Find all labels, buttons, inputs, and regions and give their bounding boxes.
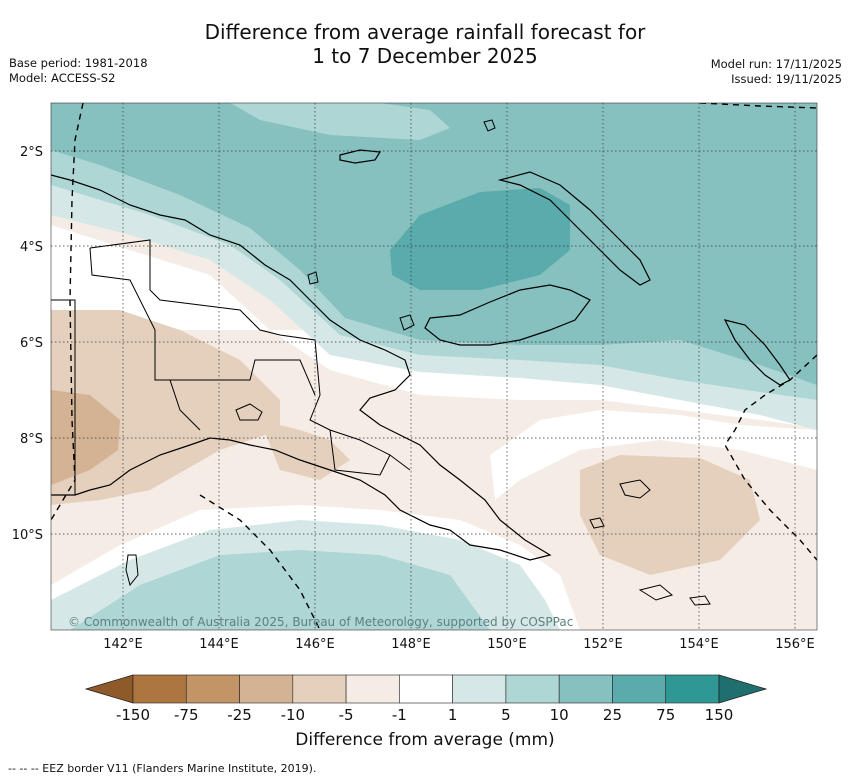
colorbar-bin (612, 674, 667, 704)
eez-border-east (724, 354, 817, 561)
copyright-text: © Commonwealth of Australia 2025, Bureau… (68, 615, 573, 629)
island-small-north (483, 119, 496, 132)
lon-label: 146°E (295, 637, 335, 652)
province-borders-1 (89, 239, 411, 471)
lat-label: 6°S (20, 336, 43, 351)
model-name: Model: ACCESS-S2 (9, 71, 116, 85)
lake-murray (235, 403, 263, 421)
new-britain-outline (424, 284, 591, 346)
field-south-teal (70, 550, 490, 630)
field-central-tan (260, 420, 350, 480)
province-borders-4 (329, 429, 391, 476)
colorbar-bin (345, 674, 400, 704)
issued-date: Issued: 19/11/2025 (731, 72, 842, 86)
colorbar-bin (452, 674, 507, 704)
lat-label: 10°S (12, 528, 43, 543)
lon-label: 154°E (679, 637, 719, 652)
province-borders-2 (89, 247, 201, 431)
colorbar-bin (558, 674, 613, 704)
new-ireland-outline (497, 171, 651, 286)
field-dark-teal-core (390, 188, 570, 290)
colorbar-bin (665, 674, 720, 704)
island-milne-4 (689, 595, 711, 606)
island-milne-1 (619, 479, 651, 499)
lat-label: 4°S (20, 240, 43, 255)
island-umboi (399, 314, 415, 331)
eez-border-west (51, 103, 84, 521)
field-west-dark-tan (51, 390, 120, 485)
map-frame (50, 102, 818, 631)
colorbar-over-arrow (718, 674, 768, 704)
colorbar-tick-label: -150 (116, 706, 150, 724)
lon-labels: 142°E 144°E 146°E 148°E 150°E 152°E 154°… (103, 637, 815, 652)
colorbar-tick-label: -75 (174, 706, 199, 724)
colorbar-title: Difference from average (mm) (295, 730, 555, 750)
lon-label: 142°E (103, 637, 143, 652)
lon-label: 148°E (391, 637, 431, 652)
lon-label: 152°E (583, 637, 623, 652)
eez-border-north (699, 103, 817, 109)
lon-label: 144°E (199, 637, 239, 652)
island-milne-3 (638, 584, 674, 601)
colorbar-tick-label: -1 (392, 706, 407, 724)
eez-legend: -- -- -- EEZ border V11 (Flanders Marine… (8, 762, 317, 775)
colorbar-bin (505, 674, 560, 704)
colorbar-tick-label: -5 (339, 706, 354, 724)
bougainville-outline (723, 319, 791, 386)
colorbar-bin (239, 674, 294, 704)
field-east-white (490, 410, 817, 500)
colorbar-tick-label: 10 (550, 706, 569, 724)
field-top-light-patch (230, 103, 450, 140)
province-borders-3 (170, 359, 316, 396)
map-fields (51, 103, 817, 630)
lat-label: 8°S (20, 432, 43, 447)
chart-title: Difference from average rainfall forecas… (0, 20, 850, 68)
base-period: Base period: 1981-2018 (9, 56, 148, 70)
meta-right: Model run: 17/11/2025 Issued: 19/11/2025 (711, 57, 842, 87)
colorbar-tick-label: 150 (705, 706, 734, 724)
lon-label: 156°E (775, 637, 815, 652)
meta-left: Base period: 1981-2018 Model: ACCESS-S2 (9, 56, 148, 86)
colorbar-bin (185, 674, 240, 704)
title-line-1: Difference from average rainfall forecas… (204, 20, 646, 44)
title-line-2: 1 to 7 December 2025 (312, 44, 538, 68)
island-milne-2 (589, 517, 605, 529)
lon-label: 150°E (487, 637, 527, 652)
eez-border-south (199, 494, 321, 630)
colorbar-bin (399, 674, 453, 704)
border-png-indonesia (51, 299, 76, 495)
colorbar-tick-label: 1 (448, 706, 458, 724)
field-east-tan (580, 455, 760, 575)
colorbar-under-arrow (84, 674, 134, 704)
colorbar-bin (292, 674, 347, 704)
manus-outline (339, 149, 382, 164)
colorbar-tick-label: 25 (603, 706, 622, 724)
colorbar-tick-label: -10 (281, 706, 306, 724)
colorbar-bins (132, 674, 720, 704)
torres-strait-island (125, 554, 139, 587)
colorbar-tick-label: 75 (656, 706, 675, 724)
colorbar-tick-label: -25 (227, 706, 252, 724)
model-run: Model run: 17/11/2025 (710, 57, 842, 71)
lat-labels: 2°S 4°S 6°S 8°S 10°S (12, 145, 43, 543)
island-karkar (307, 271, 319, 285)
colorbar-bin (132, 674, 187, 704)
new-guinea-coastline (51, 174, 552, 561)
lat-label: 2°S (20, 145, 43, 160)
colorbar-tick-label: 5 (501, 706, 511, 724)
colorbar-ticks: -150 -75 -25 -10 -5 -1 1 5 10 25 75 150 (116, 706, 733, 724)
